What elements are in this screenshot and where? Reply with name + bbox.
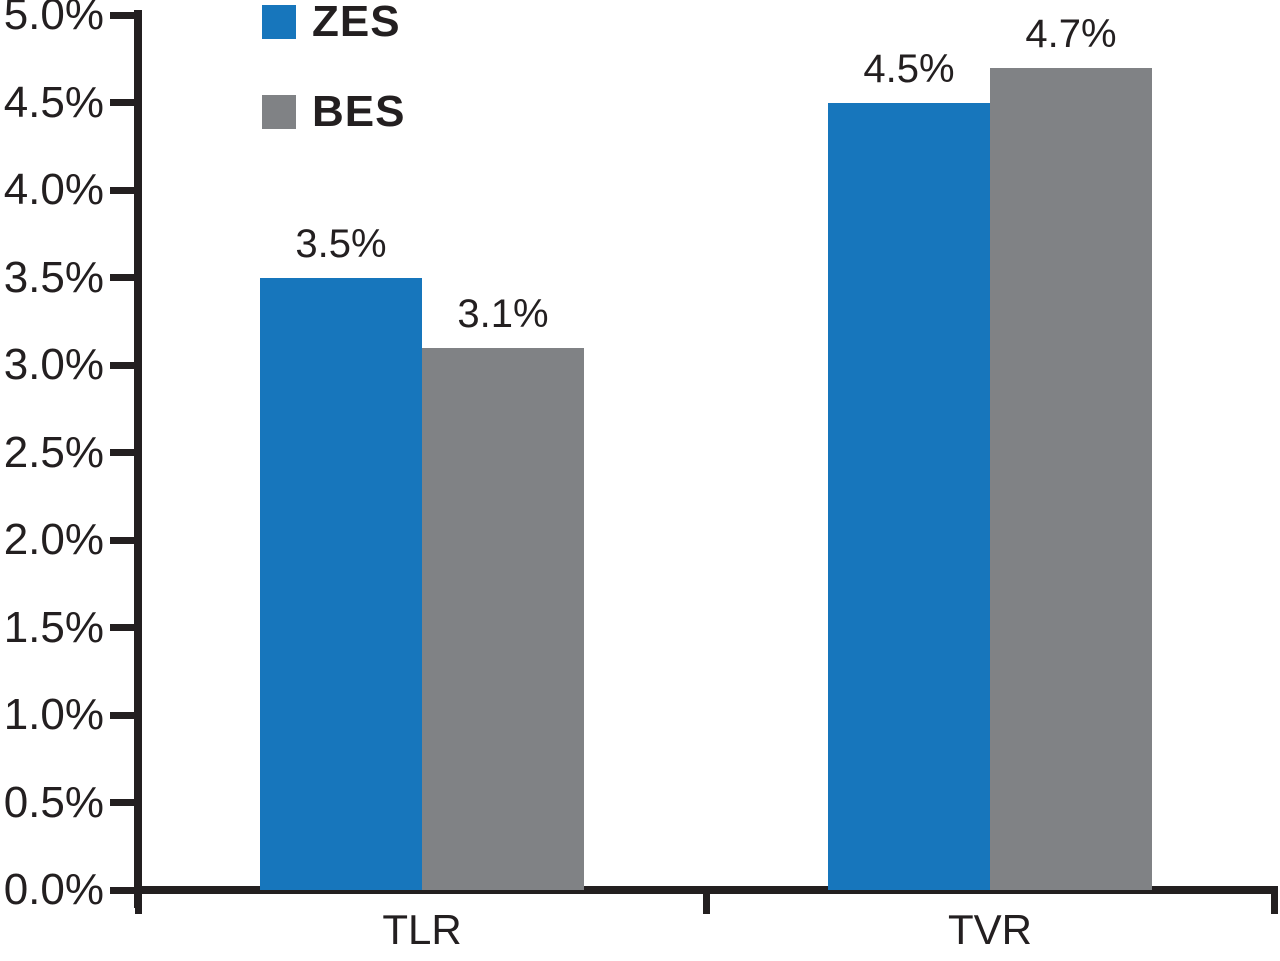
x-tick-mark: [134, 890, 142, 914]
y-tick-mark: [110, 274, 138, 281]
x-tick-mark: [1270, 890, 1278, 914]
y-tick-mark: [110, 886, 138, 894]
x-tick-mark: [702, 890, 710, 914]
legend-entry-bes: BES: [262, 87, 406, 136]
y-tick-mark: [110, 11, 138, 19]
y-tick-label: 1.0%: [3, 690, 104, 739]
y-tick-mark: [110, 99, 138, 106]
y-axis-line: [134, 10, 142, 908]
legend: ZES BES: [262, 0, 406, 136]
y-tick-label: 5.0%: [3, 0, 104, 39]
y-tick-mark: [110, 186, 138, 194]
legend-swatch-zes-icon: [262, 5, 296, 39]
y-tick-label: 0.5%: [3, 777, 104, 827]
legend-entry-zes: ZES: [262, 0, 405, 46]
value-label-bes-tlr: 3.1%: [457, 291, 549, 336]
y-tick-mark: [110, 449, 138, 456]
y-tick-mark: [110, 711, 138, 719]
bar-bes-tvr: [990, 67, 1152, 890]
value-label-zes-tlr: 3.5%: [295, 221, 387, 266]
bar-zes-tvr: [828, 102, 990, 890]
y-tick-label: 4.5%: [3, 77, 104, 127]
legend-label-zes: ZES: [312, 0, 401, 46]
bar-zes-tlr: [260, 277, 422, 890]
y-tick-label: 3.0%: [3, 340, 104, 389]
value-label-bes-tvr: 4.7%: [1025, 11, 1117, 56]
category-label-tlr: TLR: [382, 906, 462, 953]
y-tick-label: 4.0%: [3, 165, 104, 214]
y-tick-label: 2.5%: [3, 427, 104, 477]
legend-label-bes: BES: [312, 87, 406, 136]
y-tick-mark: [110, 799, 138, 806]
y-tick-label: 0.0%: [3, 865, 104, 914]
category-label-tvr: TVR: [948, 906, 1032, 953]
bar-bes-tlr: [422, 347, 584, 890]
y-tick-label: 1.5%: [3, 602, 104, 652]
y-tick-mark: [110, 536, 138, 544]
value-label-zes-tvr: 4.5%: [863, 46, 955, 91]
y-tick-mark: [110, 361, 138, 369]
y-tick-label: 3.5%: [3, 252, 104, 302]
y-tick-label: 2.0%: [3, 515, 104, 564]
legend-swatch-bes-icon: [262, 95, 296, 129]
y-tick-mark: [110, 624, 138, 631]
